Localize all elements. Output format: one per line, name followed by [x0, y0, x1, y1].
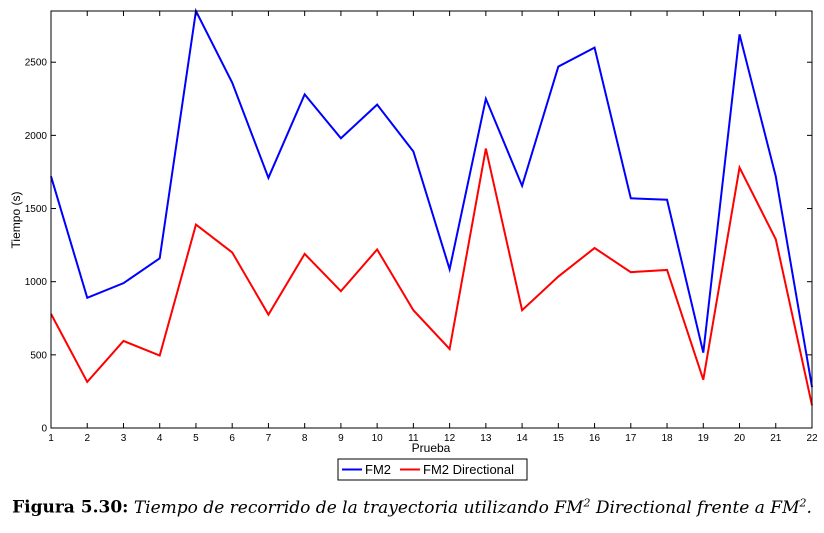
- legend-box: [337, 458, 528, 481]
- y-tick-label: 500: [30, 350, 47, 361]
- x-tick-label: 6: [229, 433, 235, 444]
- series-line-2: [50, 148, 813, 406]
- x-tick-label: 5: [193, 433, 199, 444]
- x-tick-label: 21: [770, 433, 782, 444]
- caption-sup-2: 2: [799, 496, 807, 509]
- x-axis-title: Prueba: [412, 441, 451, 455]
- x-tick-label: 10: [372, 433, 384, 444]
- legend-label-1: FM2: [365, 462, 391, 477]
- x-tick-label: 9: [338, 433, 344, 444]
- x-tick-label: 17: [625, 433, 637, 444]
- y-tick-label: 1000: [25, 277, 48, 288]
- x-tick-label: 11: [408, 433, 419, 444]
- legend-label-2: FM2 Directional: [423, 462, 514, 477]
- x-tick-label: 15: [553, 433, 565, 444]
- x-tick-label: 2: [84, 433, 90, 444]
- line-chart: 1 2 3 4 5 6 7 8 9 10 11 12 13 14 15 16 17 18 19 20 21 2205001…: [9, 7, 818, 481]
- x-tick-label: 1: [48, 433, 54, 444]
- x-tick-label: 8: [302, 433, 308, 444]
- x-tick-label: 14: [517, 433, 529, 444]
- y-tick-label: 2500: [25, 58, 48, 69]
- y-tick-label: 0: [41, 424, 47, 435]
- x-tick-label: 20: [734, 433, 746, 444]
- caption-label: Figura 5.30:: [12, 497, 129, 518]
- legend: FM2 FM2 Directional: [337, 458, 528, 481]
- figure-caption: Figura 5.30: Tiempo de recorrido de la t…: [0, 496, 824, 518]
- x-tick-label: 18: [661, 433, 673, 444]
- y-tick-label: 1500: [25, 204, 48, 215]
- plot-frame: [50, 10, 813, 429]
- caption-text-after: .: [806, 497, 812, 518]
- plot-area: [51, 11, 812, 428]
- caption-text-before: Tiempo de recorrido de la trayectoria ut…: [133, 497, 584, 518]
- y-tick-label: 2000: [25, 131, 48, 142]
- y-axis-title: Tiempo (s): [9, 192, 23, 249]
- caption-text-middle: Directional frente a FM: [590, 497, 800, 518]
- x-tick-label: 22: [806, 433, 818, 444]
- x-tick-label: 3: [121, 433, 127, 444]
- ticks-layer: 1 2 3 4 5 6 7 8 9 10 11 12 13 14 15 16 17 18 19 20 21 2205001…: [25, 11, 818, 444]
- x-tick-label: 7: [266, 433, 272, 444]
- x-tick-label: 12: [444, 433, 456, 444]
- series-line-1: [50, 7, 813, 388]
- x-tick-label: 19: [698, 433, 710, 444]
- x-tick-label: 16: [589, 433, 601, 444]
- x-tick-label: 4: [157, 433, 163, 444]
- caption-text: Tiempo de recorrido de la trayectoria ut…: [133, 496, 812, 518]
- caption-sup-1: 2: [583, 496, 591, 509]
- x-tick-label: 13: [480, 433, 492, 444]
- series-layer: [50, 7, 813, 406]
